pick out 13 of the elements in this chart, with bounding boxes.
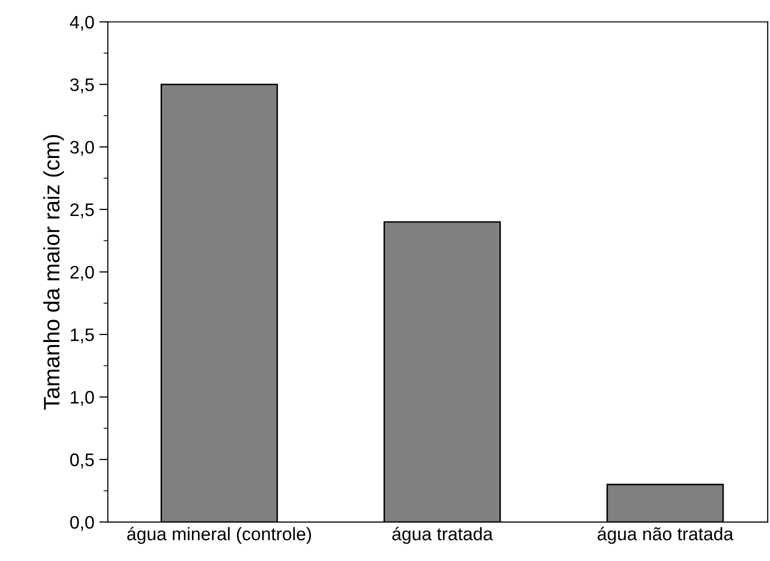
y-tick-label: 1,5	[70, 328, 94, 344]
x-tick-label: água mineral (controle)	[127, 526, 311, 544]
y-axis-title: Tamanho da maior raiz (cm)	[43, 135, 64, 410]
y-tick-label: 3,5	[70, 78, 94, 94]
y-tick-label: 4,0	[70, 16, 94, 31]
y-tick-label: 2,5	[70, 203, 94, 218]
y-tick-label: 3,0	[70, 140, 94, 156]
y-tick-label: 0,0	[70, 516, 94, 531]
x-tick-label: água não tratada	[598, 526, 734, 544]
y-tick-label: 0,5	[70, 453, 94, 468]
y-tick-label: 1,0	[70, 390, 94, 406]
y-tick-label: 2,0	[70, 266, 94, 281]
x-tick-label: água tratada	[392, 526, 493, 544]
